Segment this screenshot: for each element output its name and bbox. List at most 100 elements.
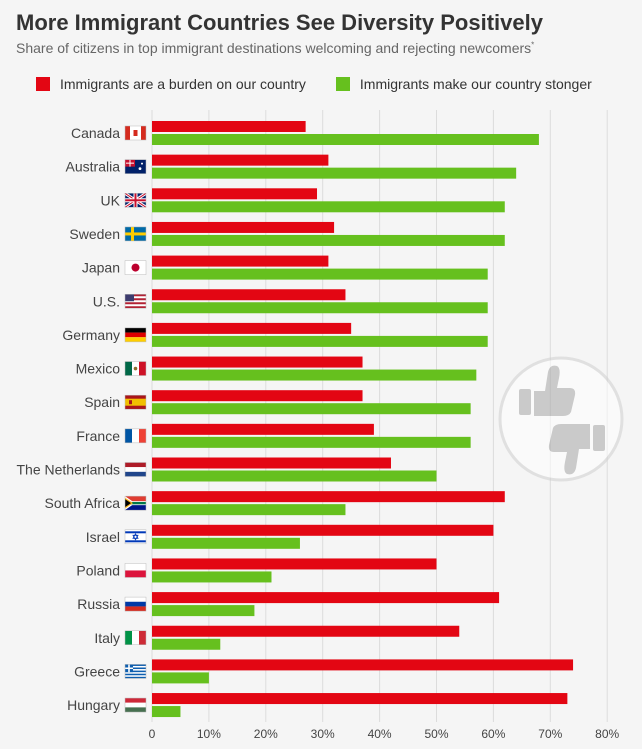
- subtitle-text: Share of citizens in top immigrant desti…: [16, 40, 532, 56]
- x-axis-ticks: 0 10% 20% 30% 40% 50% 60% 70% 80%: [149, 727, 620, 741]
- flag-canada-icon: [124, 125, 147, 141]
- category-label: South Africa: [45, 495, 121, 511]
- bar-stronger: [152, 403, 471, 415]
- flag-poland-icon: [124, 563, 147, 578]
- bar-burden: [152, 524, 494, 536]
- bar-stronger: [152, 605, 255, 617]
- flag-japan-icon: [124, 260, 147, 275]
- bar-burden: [152, 491, 505, 503]
- bar-stronger: [152, 167, 517, 179]
- legend-item-stronger: Immigrants make our country stonger: [335, 76, 592, 92]
- flag-u-s--icon: [124, 294, 147, 309]
- thumbs-decoration: [498, 356, 624, 482]
- flag-sweden-icon: [124, 226, 147, 242]
- chart-subtitle: Share of citizens in top immigrant desti…: [16, 40, 534, 56]
- category-label: Russia: [77, 596, 120, 612]
- category-label: Greece: [74, 663, 120, 679]
- bar-stronger: [152, 706, 181, 718]
- bar-stronger: [152, 134, 539, 145]
- bar-burden: [152, 322, 352, 334]
- bar-burden: [152, 457, 391, 469]
- bar-stronger: [152, 571, 272, 583]
- bar-burden: [152, 625, 460, 637]
- category-label: Japan: [82, 260, 120, 276]
- bar-burden: [152, 558, 437, 570]
- category-label: Australia: [66, 159, 121, 175]
- thumbs-circle: [498, 356, 624, 482]
- category-label: France: [76, 428, 120, 444]
- bar-burden: [152, 188, 318, 200]
- bar-stronger: [152, 268, 488, 280]
- category-label: The Netherlands: [16, 462, 120, 478]
- bar-burden: [152, 659, 574, 671]
- bar-stronger: [152, 436, 471, 448]
- flag-south-africa-icon: [124, 495, 147, 511]
- legend-item-burden: Immigrants are a burden on our country: [36, 76, 306, 92]
- x-tick-label: 40%: [368, 727, 392, 741]
- bar-stronger: [152, 504, 346, 516]
- bar-stronger: [152, 234, 505, 246]
- legend-label-stronger: Immigrants make our country stonger: [359, 76, 592, 92]
- legend-swatch-burden: [36, 77, 50, 91]
- bar-stronger: [152, 537, 300, 549]
- legend-swatch-stronger: [335, 77, 350, 91]
- x-tick-label: 20%: [254, 727, 278, 741]
- category-label: Hungary: [67, 697, 120, 713]
- category-label: UK: [101, 192, 121, 208]
- category-label: Canada: [71, 125, 120, 141]
- flag-germany-icon: [124, 327, 147, 343]
- bar-burden: [152, 221, 335, 233]
- bar-burden: [152, 121, 306, 132]
- flag-australia-icon: [124, 159, 147, 174]
- bar-burden: [152, 390, 363, 402]
- bar-burden: [152, 592, 500, 604]
- category-label: Germany: [62, 327, 120, 343]
- legend-label-burden: Immigrants are a burden on our country: [60, 76, 306, 92]
- x-tick-label: 30%: [311, 727, 335, 741]
- x-tick-label: 80%: [595, 727, 619, 741]
- category-label: U.S.: [93, 293, 120, 309]
- flag-mexico-icon: [124, 361, 147, 376]
- category-label: Sweden: [69, 226, 120, 242]
- bar-stronger: [152, 672, 209, 684]
- x-tick-label: 0: [149, 727, 156, 741]
- bars: [152, 121, 574, 718]
- bar-stronger: [152, 335, 488, 347]
- bar-burden: [152, 154, 329, 166]
- flag-france-icon: [124, 428, 147, 444]
- category-label: Poland: [76, 562, 120, 578]
- bar-burden: [152, 693, 568, 705]
- flag-hungary-icon: [124, 697, 147, 713]
- thumbs-down-icon: [548, 424, 605, 475]
- flag-russia-icon: [124, 596, 147, 612]
- x-tick-label: 10%: [197, 727, 221, 741]
- x-tick-label: 70%: [538, 727, 562, 741]
- bar-burden: [152, 289, 346, 301]
- bar-burden: [152, 356, 363, 368]
- x-tick-label: 60%: [481, 727, 505, 741]
- bar-stronger: [152, 369, 477, 381]
- category-label: Italy: [94, 630, 120, 646]
- bar-burden: [152, 423, 374, 435]
- flag-italy-icon: [124, 630, 147, 645]
- flag-uk-icon: [124, 192, 147, 209]
- flag-icons: [124, 125, 147, 713]
- bar-burden: [152, 255, 329, 267]
- flag-greece-icon: [124, 664, 147, 679]
- flag-israel-icon: [124, 529, 147, 545]
- subtitle-footnote-mark: *: [531, 40, 535, 50]
- category-label: Israel: [86, 529, 120, 545]
- bar-stronger: [152, 201, 505, 213]
- bar-stronger: [152, 470, 437, 482]
- legend: Immigrants are a burden on our country I…: [36, 76, 622, 92]
- chart-title: More Immigrant Countries See Diversity P…: [16, 10, 543, 35]
- x-tick-label: 50%: [424, 727, 448, 741]
- flag-spain-icon: [124, 394, 147, 410]
- flag-the-netherlands-icon: [124, 462, 147, 477]
- category-labels: Canada Australia UK Sweden Japan U.S. Germany M…: [16, 125, 120, 713]
- category-label: Spain: [84, 394, 120, 410]
- thumbs-up-icon: [519, 365, 576, 416]
- bar-stronger: [152, 302, 488, 314]
- bar-stronger: [152, 638, 221, 650]
